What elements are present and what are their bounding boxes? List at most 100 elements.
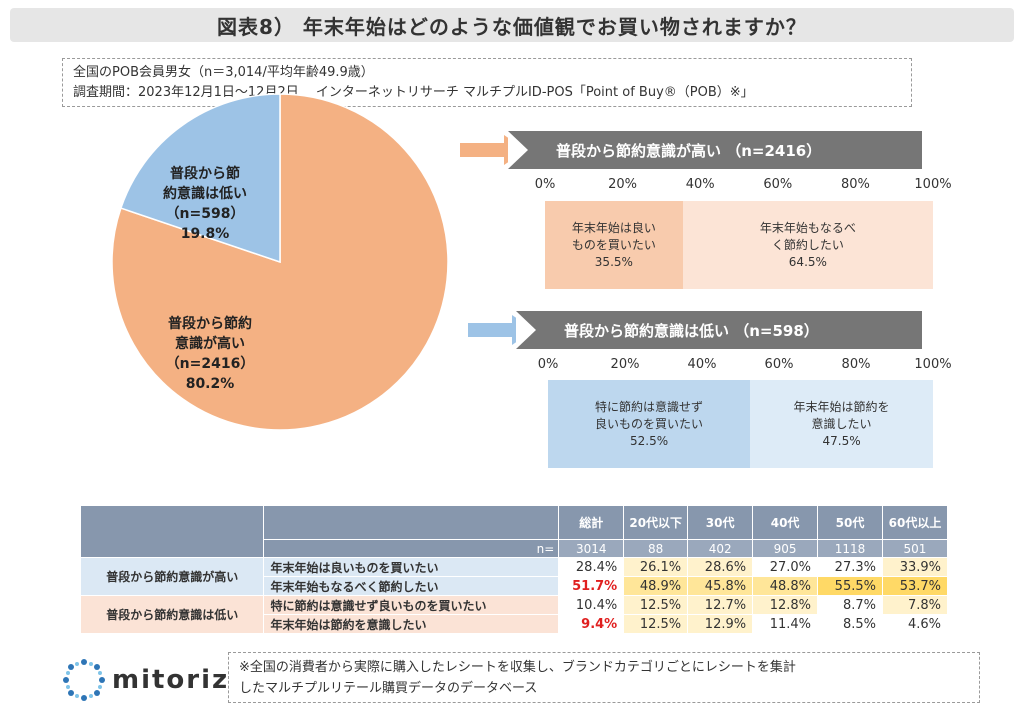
- table-cell: 45.8%: [687, 576, 754, 596]
- bar-segment-label: 年末年始は良い: [571, 220, 656, 235]
- pie-slice-label: 19.8%: [181, 226, 230, 242]
- stacked-bar-high: 年末年始は良い ものを買いたい 35.5% 年末年始もなるべ く節約したい 64.5%: [545, 201, 933, 289]
- table-cell: 26.1%: [623, 557, 689, 577]
- table-row: 年末年始は節約を意識したい 9.4% 12.5% 12.9% 11.4% 8.5…: [81, 614, 949, 634]
- row-label: 特に節約は意識せず良いものを買いたい: [263, 595, 560, 615]
- table-cell: 8.5%: [817, 614, 883, 634]
- column-header: 60代以上: [881, 505, 949, 540]
- table-cell: 12.5%: [623, 595, 689, 615]
- table-cell: 8.7%: [817, 595, 883, 615]
- row-label: 年末年始は良いものを買いたい: [263, 557, 560, 577]
- n-value: 501: [881, 539, 949, 558]
- column-header: 20代以下: [623, 505, 689, 540]
- bar-segment-label: 特に節約は意識せず: [595, 399, 704, 414]
- axis-tick: 80%: [840, 177, 870, 192]
- table-cell: 28.4%: [558, 557, 625, 577]
- axis-tick: 40%: [687, 357, 717, 372]
- bar-segment-label: 意識したい: [811, 416, 872, 431]
- table-header-blank: [263, 505, 560, 540]
- pie-slice: [119, 93, 281, 264]
- n-label: n=: [263, 539, 560, 558]
- table-cell: 12.9%: [687, 614, 754, 634]
- bar-segment: 年末年始は良い ものを買いたい 35.5%: [545, 201, 683, 289]
- pie-slice-label: 80.2%: [186, 376, 235, 392]
- bar-segment-label: 47.5%: [822, 433, 861, 448]
- table-cell: 33.9%: [881, 557, 949, 577]
- table-cell: 12.8%: [752, 595, 819, 615]
- bar-segment-label: ものを買いたい: [571, 237, 656, 252]
- group-label-high: 普段から節約意識が高い: [79, 557, 265, 596]
- table-row: 普段から節約意識は低い 特に節約は意識せず良いものを買いたい 10.4% 12.…: [79, 595, 949, 634]
- pie-slice: [111, 93, 449, 431]
- column-header: 50代: [817, 505, 883, 540]
- group-label-low: 普段から節約意識は低い: [79, 595, 265, 634]
- pie-slice-label: 約意識は低い: [163, 185, 247, 202]
- section-header-low: 普段から節約意識は低い （n=598）: [516, 311, 922, 349]
- bar-segment-label: 良いものを買いたい: [595, 416, 704, 431]
- page-title: 図表8） 年末年始はどのような価値観でお買い物されますか？: [10, 8, 1014, 42]
- logo-text: mitoriz: [112, 665, 230, 695]
- row-label: 年末年始は節約を意識したい: [263, 614, 560, 634]
- column-header: 総計: [558, 505, 625, 540]
- bar-segment-label: く節約したい: [771, 237, 844, 252]
- survey-period-text: 調査期間：2023年12月1日～12月2日 インターネットリサーチ マルチプルI…: [73, 85, 754, 100]
- pie-slice-label: （n=598）: [166, 206, 245, 222]
- row-label: 年末年始もなるべく節約したい: [263, 576, 560, 596]
- bar-segment: 年末年始は節約を 意識したい 47.5%: [750, 380, 933, 468]
- table-row: 普段から節約意識が高い 年末年始は良いものを買いたい 28.4% 26.1% 2…: [79, 557, 949, 596]
- table-cell: 27.0%: [752, 557, 819, 577]
- axis-tick: 80%: [841, 357, 871, 372]
- mitoriz-logo-icon: [63, 659, 105, 701]
- pie-slice-label: 普段から節: [170, 165, 240, 182]
- footnote-line: したマルチプルリテール購買データのデータベース: [239, 681, 538, 696]
- bar-segment-label: 35.5%: [594, 254, 633, 269]
- axis-tick: 0%: [537, 357, 559, 372]
- survey-sample-text: 全国のPOB会員男女（n＝3,014/平均年齢49.9歳）: [73, 65, 374, 80]
- table-cell: 9.4%: [558, 614, 625, 634]
- table-cell: 48.8%: [752, 576, 819, 596]
- section-header-high: 普段から節約意識が高い （n=2416）: [508, 131, 922, 169]
- section-header-high-text: 普段から節約意識が高い （n=2416）: [556, 141, 822, 160]
- table-cell: 7.8%: [881, 595, 949, 615]
- table-cell: 12.7%: [687, 595, 754, 615]
- axis-tick: 20%: [608, 177, 638, 192]
- bar-segment-label: 年末年始もなるべ: [759, 220, 856, 235]
- pie-slice-label: 普段から節約: [168, 315, 252, 332]
- table-cell: 28.6%: [687, 557, 754, 577]
- n-value: 905: [752, 539, 819, 558]
- axis-tick: 40%: [685, 177, 715, 192]
- table-cell: 11.4%: [752, 614, 819, 634]
- column-header: 30代: [687, 505, 754, 540]
- table-cell: 4.6%: [881, 614, 949, 634]
- table-cell: 55.5%: [817, 576, 883, 596]
- axis-low: 0% 20% 40% 60% 80% 100%: [538, 357, 952, 373]
- age-breakdown-table: 総計 20代以下 30代 40代 50代 60代以上 n= 3014 88 40…: [79, 505, 949, 634]
- mitoriz-logo: mitoriz: [62, 658, 229, 702]
- n-value: 88: [623, 539, 689, 558]
- footnote-box: ※全国の消費者から実際に購入したレシートを収集し、ブランドカテゴリごとにレシート…: [228, 652, 980, 703]
- axis-tick: 20%: [610, 357, 640, 372]
- table-cell: 10.4%: [558, 595, 625, 615]
- column-header: 40代: [752, 505, 819, 540]
- bar-segment: 特に節約は意識せず 良いものを買いたい 52.5%: [548, 380, 751, 468]
- table-cell: 48.9%: [623, 576, 689, 596]
- n-value: 3014: [558, 539, 625, 558]
- stacked-bar-low: 特に節約は意識せず 良いものを買いたい 52.5% 年末年始は節約を 意識したい 47.5…: [548, 380, 933, 468]
- bar-segment-label: 64.5%: [788, 254, 827, 269]
- bar-segment: 年末年始もなるべ く節約したい 64.5%: [682, 201, 933, 289]
- bar-segment-label: 年末年始は節約を: [793, 399, 890, 414]
- pie-chart: 普段から節約意識が高い （n=2416） 80.2% 普段から節約意識は低い （n=59…: [111, 93, 449, 431]
- axis-tick: 60%: [764, 357, 794, 372]
- axis-tick: 0%: [534, 177, 556, 192]
- pie-slice-label: 意識が高い: [175, 335, 245, 352]
- table-corner: [79, 505, 265, 558]
- table-cell: 12.5%: [623, 614, 689, 634]
- table-cell: 53.7%: [881, 576, 949, 596]
- axis-tick: 100%: [914, 177, 952, 192]
- n-value: 402: [687, 539, 754, 558]
- section-header-low-text: 普段から節約意識は低い （n=598）: [564, 321, 819, 340]
- axis-high: 0% 20% 40% 60% 80% 100%: [535, 177, 952, 193]
- axis-tick: 100%: [914, 357, 952, 372]
- table-cell: 51.7%: [558, 576, 625, 596]
- pie-slice-label: （n=2416）: [166, 356, 255, 372]
